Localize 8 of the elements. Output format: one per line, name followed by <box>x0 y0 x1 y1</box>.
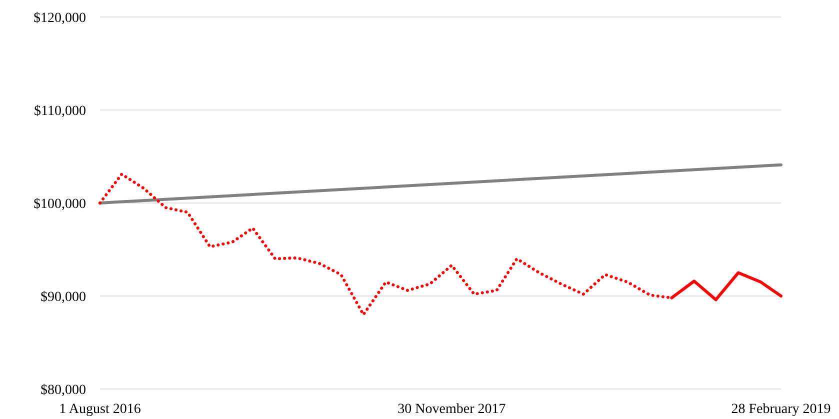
x-tick-label: 28 February 2019 <box>731 402 831 417</box>
x-tick-label: 30 November 2017 <box>398 402 506 417</box>
y-tick-label: $100,000 <box>34 196 86 212</box>
y-tick-label: $90,000 <box>40 290 86 305</box>
x-tick-label: 1 August 2016 <box>59 402 141 417</box>
y-tick-label: $80,000 <box>40 382 86 398</box>
y-tick-label: $120,000 <box>34 10 86 26</box>
y-tick-label: $110,000 <box>34 104 86 119</box>
